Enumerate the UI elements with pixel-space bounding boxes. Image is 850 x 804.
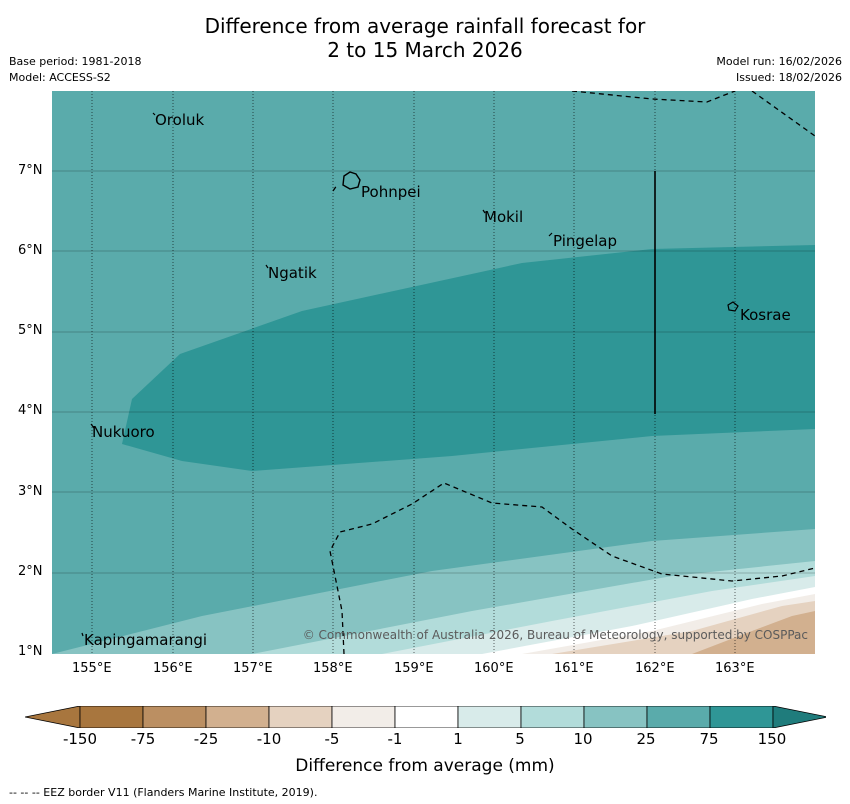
place-oroluk: Oroluk bbox=[155, 111, 205, 129]
colorbar bbox=[25, 706, 826, 728]
colorbar-extend-high bbox=[772, 706, 826, 728]
place-nukuoro: Nukuoro bbox=[92, 423, 155, 441]
rainfall-map bbox=[52, 91, 815, 654]
lat-label-1n: 1°N bbox=[18, 644, 43, 659]
model-run: Model run: 16/02/2026 bbox=[716, 55, 842, 68]
colorbar-cell bbox=[79, 706, 144, 728]
atoll-markers bbox=[81, 112, 553, 637]
pohnpei-island-icon bbox=[342, 171, 361, 190]
lon-label-157e: 157°E bbox=[233, 661, 273, 676]
colorbar-cell bbox=[457, 706, 522, 728]
cbar-label: 150 bbox=[757, 730, 787, 748]
lon-label-163e: 163°E bbox=[715, 661, 755, 676]
cbar-label: 1 bbox=[453, 730, 463, 748]
lon-label-156e: 156°E bbox=[153, 661, 193, 676]
lon-label-155e: 155°E bbox=[72, 661, 112, 676]
lat-label-6n: 6°N bbox=[18, 243, 43, 258]
lon-label-161e: 161°E bbox=[554, 661, 594, 676]
cbar-label: 75 bbox=[699, 730, 719, 748]
cbar-label: 5 bbox=[515, 730, 525, 748]
cbar-label: -75 bbox=[130, 730, 156, 748]
eez-footnote: -- -- -- EEZ border V11 (Flanders Marine… bbox=[9, 786, 318, 799]
cbar-label: -25 bbox=[193, 730, 219, 748]
kosrae-island-icon bbox=[727, 301, 739, 312]
colorbar-title: Difference from average (mm) bbox=[295, 756, 555, 776]
colorbar-cell bbox=[583, 706, 648, 728]
place-kapingamarangi: Kapingamarangi bbox=[84, 631, 208, 649]
model-name: Model: ACCESS-S2 bbox=[9, 71, 111, 84]
colorbar-extend-low bbox=[25, 706, 81, 728]
colorbar-cell bbox=[331, 706, 396, 728]
issued-date: Issued: 18/02/2026 bbox=[735, 71, 842, 84]
cbar-label: -10 bbox=[256, 730, 282, 748]
cbar-label: 10 bbox=[573, 730, 593, 748]
colorbar-cell bbox=[646, 706, 711, 728]
colorbar-cell bbox=[520, 706, 585, 728]
colorbar-cell bbox=[709, 706, 774, 728]
colorbar-cells bbox=[25, 706, 826, 728]
eez-border bbox=[329, 91, 815, 654]
base-period: Base period: 1981-2018 bbox=[9, 55, 142, 68]
lon-label-158e: 158°E bbox=[313, 661, 353, 676]
lat-label-4n: 4°N bbox=[18, 403, 43, 418]
contour-75-150 bbox=[122, 245, 815, 471]
place-mokil: Mokil bbox=[484, 208, 524, 226]
copyright-notice: © Commonwealth of Australia 2026, Bureau… bbox=[302, 628, 808, 642]
colorbar-cell bbox=[205, 706, 270, 728]
latitude-gridlines bbox=[52, 170, 815, 574]
colorbar-cell bbox=[142, 706, 207, 728]
lon-label-159e: 159°E bbox=[394, 661, 434, 676]
lat-label-7n: 7°N bbox=[18, 163, 43, 178]
lat-label-3n: 3°N bbox=[18, 484, 43, 499]
place-ngatik: Ngatik bbox=[268, 264, 317, 282]
place-kosrae: Kosrae bbox=[740, 306, 791, 324]
cbar-label: -150 bbox=[62, 730, 98, 748]
map-title-line1: Difference from average rainfall forecas… bbox=[204, 14, 646, 38]
cbar-label: -1 bbox=[387, 730, 403, 748]
contour-neg-25-10 bbox=[692, 611, 815, 654]
colorbar-cell bbox=[394, 706, 459, 728]
cbar-label: 25 bbox=[636, 730, 656, 748]
place-pingelap: Pingelap bbox=[553, 232, 618, 250]
lat-label-5n: 5°N bbox=[18, 323, 43, 338]
lat-label-2n: 2°N bbox=[18, 564, 43, 579]
lon-label-160e: 160°E bbox=[474, 661, 514, 676]
map-title-line2: 2 to 15 March 2026 bbox=[327, 38, 523, 62]
lon-label-162e: 162°E bbox=[635, 661, 675, 676]
colorbar-cell bbox=[268, 706, 333, 728]
place-pohnpei: Pohnpei bbox=[361, 183, 421, 201]
cbar-label: -5 bbox=[324, 730, 340, 748]
